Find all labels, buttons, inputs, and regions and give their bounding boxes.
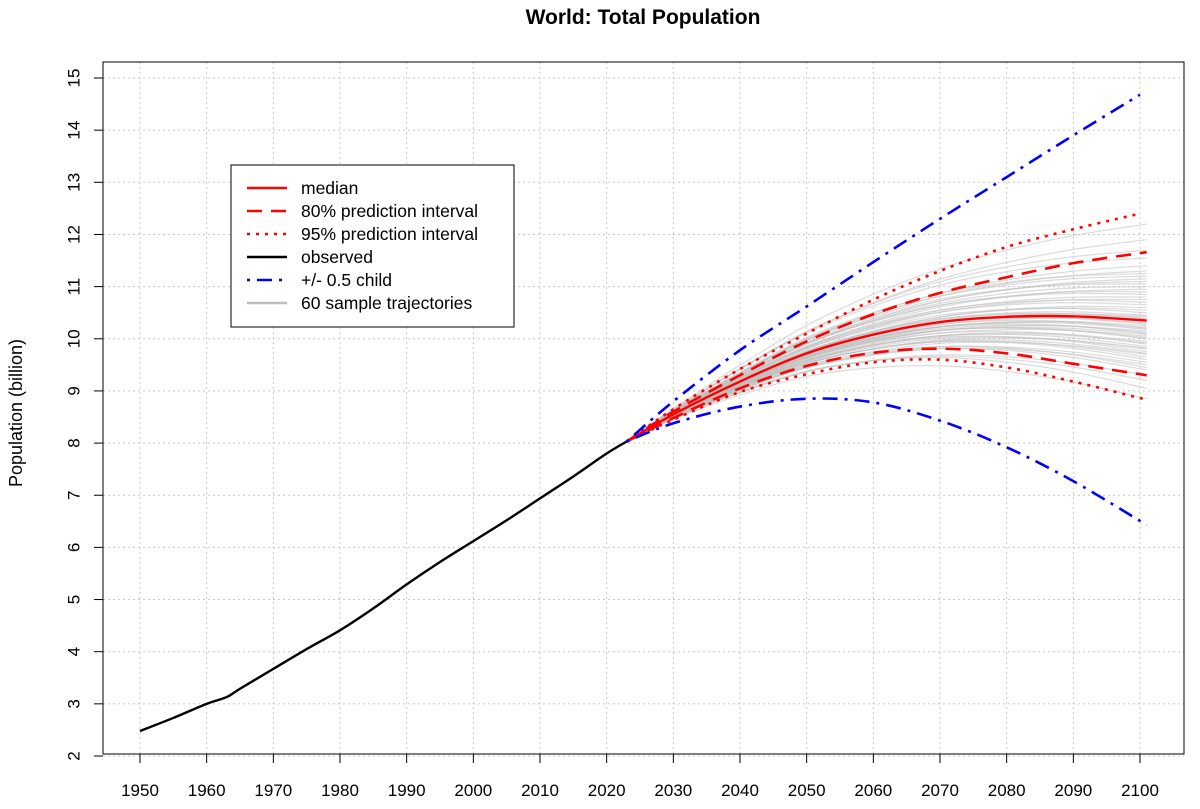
series-lines bbox=[139, 93, 1148, 733]
y-tick-label: 14 bbox=[65, 121, 84, 140]
x-tick-label: 1980 bbox=[321, 781, 359, 800]
x-tick-label: 1950 bbox=[121, 781, 159, 800]
y-tick-label: 11 bbox=[65, 278, 84, 296]
sample-trajectory-line bbox=[626, 298, 1147, 443]
80-prediction-interval-upper-line bbox=[625, 250, 1147, 443]
observed-line bbox=[139, 440, 628, 733]
plot-frame bbox=[102, 61, 1185, 755]
x-tick-label: 1990 bbox=[388, 781, 426, 800]
x-tick-label: 2090 bbox=[1054, 781, 1092, 800]
legend-label: 80% prediction interval bbox=[301, 201, 478, 221]
y-tick-label: 5 bbox=[65, 595, 84, 604]
y-axis: 2 3 4 5 6 7 8 9 10 11 12 13 14 15 bbox=[65, 69, 103, 761]
x-axis: 1950 1960 1970 1980 1990 2000 2010 2020 2030 2040… bbox=[121, 754, 1159, 800]
y-tick-label: 15 bbox=[65, 69, 84, 88]
x-tick-label: 2050 bbox=[788, 781, 826, 800]
y-tick-label: 9 bbox=[65, 386, 84, 395]
sample-trajectory-line bbox=[626, 280, 1147, 443]
y-tick-label: 7 bbox=[65, 490, 84, 499]
median-line bbox=[626, 314, 1147, 443]
sample-trajectory-line bbox=[626, 288, 1147, 443]
x-tick-label: 2060 bbox=[854, 781, 892, 800]
sample-trajectory-line bbox=[626, 324, 1147, 443]
x-tick-label: 1970 bbox=[254, 781, 292, 800]
y-tick-label: 2 bbox=[65, 751, 84, 760]
legend-label: +/- 0.5 child bbox=[301, 270, 392, 290]
x-tick-label: 2010 bbox=[521, 781, 559, 800]
y-tick-label: 12 bbox=[65, 225, 84, 244]
legend: median 80% prediction interval 95% predict… bbox=[230, 164, 515, 328]
chart-title: World: Total Population bbox=[526, 6, 761, 29]
legend-label: observed bbox=[301, 247, 373, 267]
x-tick-label: 1960 bbox=[188, 781, 226, 800]
legend-label: median bbox=[301, 178, 358, 198]
y-tick-label: 4 bbox=[65, 647, 84, 656]
95-prediction-interval-upper-line bbox=[625, 212, 1141, 443]
x-tick-label: 2080 bbox=[988, 781, 1026, 800]
x-tick-label: 2030 bbox=[654, 781, 692, 800]
0-5-child-lower-line bbox=[626, 397, 1148, 527]
legend-label: 95% prediction interval bbox=[301, 224, 478, 244]
sample-trajectory-line bbox=[626, 239, 1147, 443]
legend-box bbox=[230, 164, 515, 328]
sample-trajectory-line bbox=[626, 323, 1147, 443]
y-tick-label: 8 bbox=[65, 438, 84, 447]
x-tick-label: 2100 bbox=[1121, 781, 1159, 800]
sample-trajectory-line bbox=[626, 223, 1147, 442]
x-tick-label: 2020 bbox=[588, 781, 626, 800]
x-tick-label: 2040 bbox=[721, 781, 759, 800]
y-axis-title: Population (billion) bbox=[6, 339, 26, 487]
y-tick-label: 10 bbox=[65, 329, 84, 348]
x-tick-label: 2000 bbox=[454, 781, 492, 800]
y-tick-label: 6 bbox=[65, 543, 84, 552]
y-tick-label: 13 bbox=[65, 173, 84, 192]
x-tick-label: 2070 bbox=[921, 781, 959, 800]
y-tick-label: 3 bbox=[65, 699, 84, 708]
legend-label: 60 sample trajectories bbox=[301, 293, 472, 313]
80-prediction-interval-lower-line bbox=[626, 347, 1147, 443]
95-prediction-interval-lower-line bbox=[626, 358, 1147, 443]
sample-trajectory-line bbox=[626, 364, 1147, 443]
0-5-child-upper-line bbox=[625, 93, 1141, 443]
